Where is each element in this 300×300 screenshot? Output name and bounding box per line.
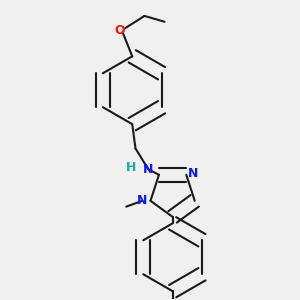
- Text: O: O: [115, 24, 125, 37]
- Text: N: N: [188, 167, 199, 180]
- Text: N: N: [137, 194, 148, 207]
- Text: H: H: [125, 161, 136, 174]
- Text: N: N: [143, 163, 154, 176]
